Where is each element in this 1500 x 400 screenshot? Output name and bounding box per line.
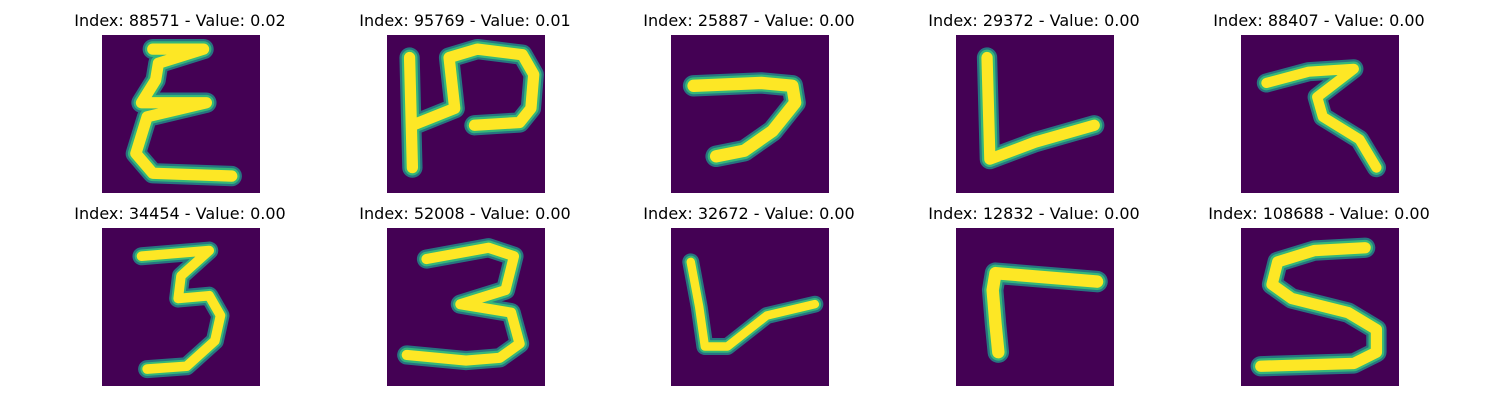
image-panel-10: Index: 108688 - Value: 0.00 <box>1199 201 1439 391</box>
glyph-image <box>1241 228 1399 386</box>
glyph-image <box>956 228 1114 386</box>
glyph-image <box>671 35 829 193</box>
image-panel-6: Index: 34454 - Value: 0.00 <box>60 201 300 391</box>
glyph-image <box>1241 35 1399 193</box>
panel-title: Index: 108688 - Value: 0.00 <box>1208 204 1430 223</box>
glyph-image <box>387 228 545 386</box>
image-panel-9: Index: 12832 - Value: 0.00 <box>914 201 1154 391</box>
glyph-image <box>102 35 260 193</box>
glyph-image <box>956 35 1114 193</box>
panel-title: Index: 25887 - Value: 0.00 <box>643 11 855 30</box>
image-panel-7: Index: 52008 - Value: 0.00 <box>345 201 585 391</box>
image-panel-3: Index: 25887 - Value: 0.00 <box>629 8 869 198</box>
glyph-image <box>102 228 260 386</box>
image-panel-2: Index: 95769 - Value: 0.01 <box>345 8 585 198</box>
image-panel-1: Index: 88571 - Value: 0.02 <box>60 8 300 198</box>
panel-title: Index: 52008 - Value: 0.00 <box>359 204 571 223</box>
image-panel-4: Index: 29372 - Value: 0.00 <box>914 8 1154 198</box>
panel-title: Index: 29372 - Value: 0.00 <box>928 11 1140 30</box>
glyph-image <box>671 228 829 386</box>
panel-title: Index: 88571 - Value: 0.02 <box>74 11 286 30</box>
glyph-image <box>387 35 545 193</box>
image-panel-5: Index: 88407 - Value: 0.00 <box>1199 8 1439 198</box>
panel-title: Index: 12832 - Value: 0.00 <box>928 204 1140 223</box>
panel-title: Index: 88407 - Value: 0.00 <box>1213 11 1425 30</box>
panel-title: Index: 32672 - Value: 0.00 <box>643 204 855 223</box>
image-panel-8: Index: 32672 - Value: 0.00 <box>629 201 869 391</box>
panel-title: Index: 95769 - Value: 0.01 <box>359 11 571 30</box>
panel-title: Index: 34454 - Value: 0.00 <box>74 204 286 223</box>
